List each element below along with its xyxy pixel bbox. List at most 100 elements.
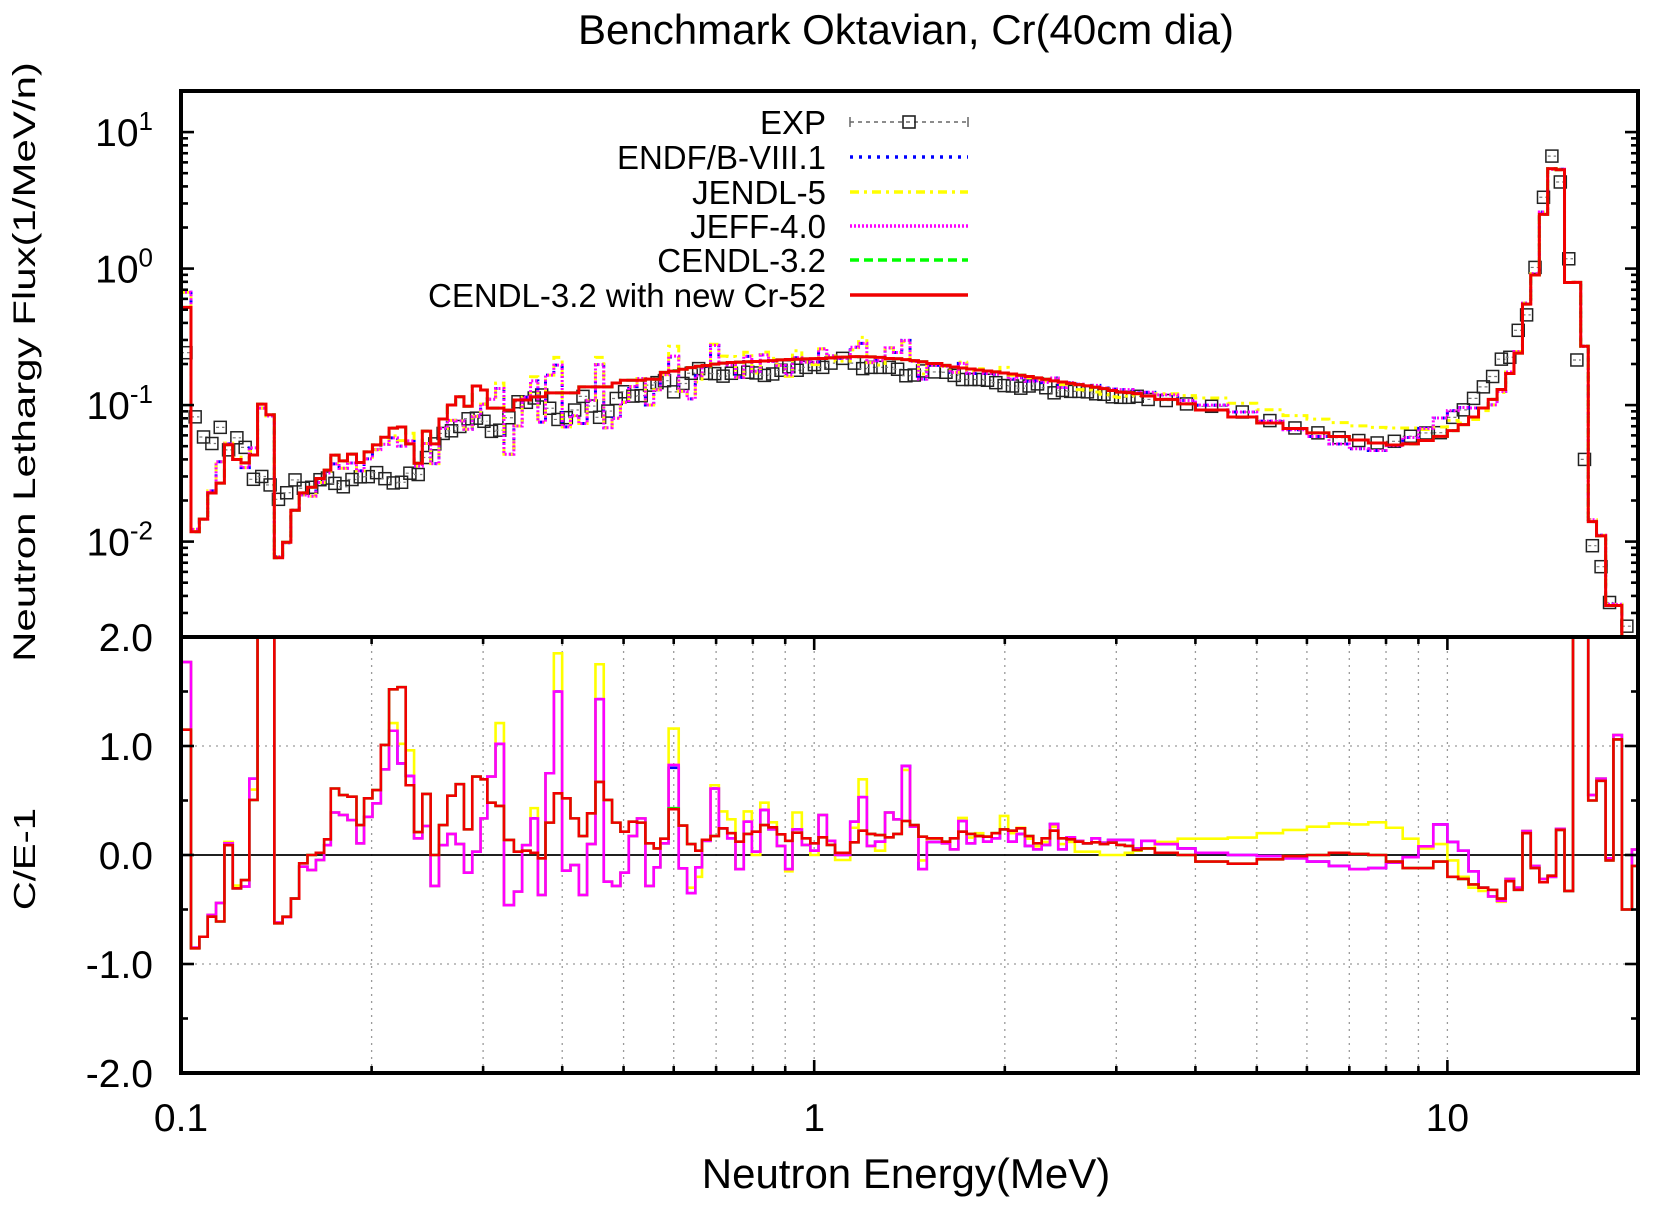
exp-point-box bbox=[757, 368, 772, 383]
exp-point-box bbox=[205, 436, 219, 451]
flux-line-jendl-5 bbox=[181, 167, 1624, 637]
exp-point-box bbox=[386, 476, 401, 490]
exp-point-box bbox=[279, 485, 294, 500]
exp-point-box bbox=[1536, 190, 1551, 205]
exp-point-box bbox=[263, 478, 277, 492]
exp-point-box bbox=[765, 367, 780, 381]
y-tick-label-base: 10 bbox=[95, 112, 138, 155]
exp-point-box bbox=[855, 361, 870, 376]
exp-point-box bbox=[1570, 353, 1584, 367]
exp-point-box bbox=[361, 469, 376, 484]
flux-line-jeff-4-0 bbox=[181, 167, 1624, 637]
exp-point-box bbox=[304, 480, 319, 495]
y-tick-label: 2.0 bbox=[99, 617, 153, 660]
exp-point-box bbox=[1466, 391, 1481, 406]
exp-point-box bbox=[815, 360, 830, 375]
legend-label: CENDL-3.2 with new Cr-52 bbox=[428, 277, 826, 314]
chart-title: Benchmark Oktavian, Cr(40cm dia) bbox=[578, 6, 1234, 53]
exp-point-box bbox=[749, 366, 763, 380]
flux-panel-plot-area bbox=[181, 149, 1634, 637]
exp-point-box bbox=[1503, 350, 1517, 365]
y-tick-label-base: 10 bbox=[86, 385, 129, 428]
ratio-line-jendl-5 bbox=[181, 637, 1638, 949]
exp-points bbox=[181, 149, 1634, 633]
y-tick-label-base: 10 bbox=[86, 522, 129, 565]
y-tick-label: 101 bbox=[95, 106, 153, 155]
exp-point-box bbox=[1387, 434, 1402, 449]
legend-entry-exp: EXP bbox=[760, 104, 969, 141]
exp-point-box bbox=[403, 466, 417, 480]
exp-point-box bbox=[559, 410, 574, 425]
exp-point-box bbox=[551, 412, 565, 427]
exp-point-box bbox=[328, 476, 342, 491]
exp-point-box bbox=[436, 426, 450, 441]
y-tick-label-exponent: -2 bbox=[130, 516, 153, 546]
exp-point-box bbox=[444, 424, 459, 438]
exp-point-box bbox=[1577, 452, 1592, 467]
flux-line-cendl-3-2 bbox=[181, 167, 1624, 637]
exp-point-box bbox=[1545, 149, 1559, 163]
exp-point-box bbox=[989, 375, 1003, 390]
exp-point-box bbox=[419, 450, 434, 465]
legend-label: CENDL-3.2 bbox=[657, 242, 826, 279]
exp-point-box bbox=[1562, 252, 1576, 266]
exp-point-box bbox=[707, 366, 722, 381]
legend-entry-cendl: CENDL-3.2 bbox=[657, 242, 968, 279]
exp-point-box bbox=[716, 369, 730, 383]
y-tick-label: 0.0 bbox=[99, 835, 153, 878]
exp-point-box bbox=[617, 385, 632, 399]
exp-point-box bbox=[1519, 308, 1534, 322]
exp-point-box bbox=[378, 471, 392, 486]
exp-point-box bbox=[1014, 381, 1028, 395]
exp-point-box bbox=[477, 414, 491, 429]
legend-exp-box-icon bbox=[902, 115, 916, 129]
y-tick-label: 100 bbox=[95, 243, 153, 292]
exp-point-box bbox=[576, 389, 590, 404]
exp-point-box bbox=[882, 360, 897, 375]
exp-point-box bbox=[1485, 369, 1500, 384]
exp-point-box bbox=[1553, 175, 1568, 189]
x-tick-label: 10 bbox=[1426, 1097, 1469, 1140]
legend-entry-endf: ENDF/B-VIII.1 bbox=[617, 139, 968, 176]
exp-point-box bbox=[634, 388, 648, 403]
y-tick-label: 1.0 bbox=[99, 726, 153, 769]
exp-point-box bbox=[947, 368, 961, 383]
ratio-panel-frame bbox=[179, 635, 1640, 1075]
legend: EXP ENDF/B-VIII.1 JENDL-5 JEFF-4.0 CENDL… bbox=[428, 104, 969, 314]
exp-point-box bbox=[1528, 260, 1542, 275]
legend-label: ENDF/B-VIII.1 bbox=[617, 139, 826, 176]
exp-point-box bbox=[1047, 386, 1061, 400]
axis-ticks bbox=[179, 89, 1638, 1075]
exp-point-box bbox=[484, 424, 499, 439]
legend-entry-jeff: JEFF-4.0 bbox=[690, 208, 968, 245]
exp-point-box bbox=[972, 372, 986, 387]
exp-point-box bbox=[724, 366, 739, 381]
exp-point-box bbox=[345, 472, 359, 487]
legend-entry-jendl: JENDL-5 bbox=[692, 174, 968, 211]
exp-point-box bbox=[313, 472, 327, 487]
flux-panel-frame bbox=[179, 89, 1640, 639]
legend-entry-cendl-new-cr52: CENDL-3.2 with new Cr-52 bbox=[428, 277, 968, 314]
y-tick-label-exponent: 1 bbox=[139, 106, 153, 136]
y-axis-label-ratio: C/E-1 bbox=[8, 808, 42, 910]
exp-point-box bbox=[288, 473, 302, 487]
ratio-panel-plot-area bbox=[181, 637, 1638, 950]
exp-point-box bbox=[899, 369, 913, 383]
exp-point-box bbox=[907, 368, 921, 382]
legend-label: JEFF-4.0 bbox=[690, 208, 826, 245]
exp-point-box bbox=[1476, 380, 1491, 394]
legend-label: JENDL-5 bbox=[692, 174, 826, 211]
legend-label: EXP bbox=[760, 104, 826, 141]
exp-point-box bbox=[255, 469, 269, 484]
y-tick-label: 10-1 bbox=[86, 379, 153, 428]
flux-line-endf-b-viii-1 bbox=[181, 167, 1624, 637]
exp-point-box bbox=[567, 403, 582, 417]
y-tick-label-exponent: 0 bbox=[139, 243, 153, 273]
x-axis-label: Neutron Energy(MeV) bbox=[702, 1150, 1111, 1197]
y-tick-label: -2.0 bbox=[86, 1053, 153, 1096]
y-tick-label-exponent: -1 bbox=[130, 379, 153, 409]
x-tick-label: 0.1 bbox=[154, 1097, 208, 1140]
y-axis-label-flux: Neutron Lethargy Flux(1/MeV/n) bbox=[7, 62, 41, 662]
